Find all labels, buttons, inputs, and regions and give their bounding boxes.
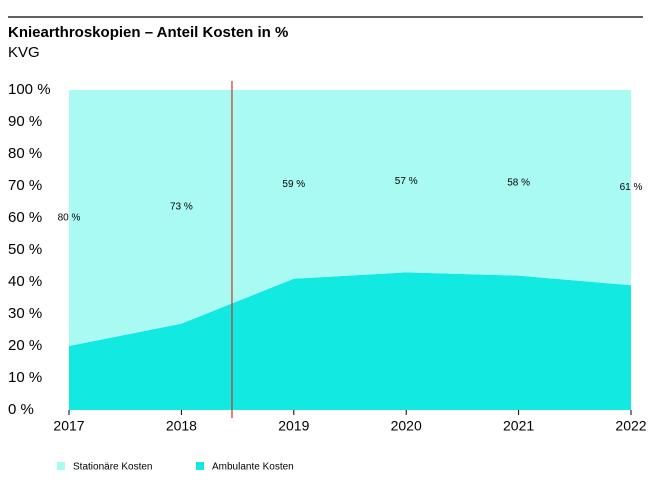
data-label: 80 % bbox=[58, 213, 81, 224]
legend-label: Ambulante Kosten bbox=[212, 462, 294, 473]
data-label: 59 % bbox=[282, 179, 305, 190]
data-label: 61 % bbox=[620, 182, 643, 193]
y-tick-label: 20 % bbox=[8, 337, 42, 354]
y-tick-label: 90 % bbox=[8, 113, 42, 130]
y-tick-label: 60 % bbox=[8, 209, 42, 226]
chart-title: Kniearthroskopien – Anteil Kosten in % bbox=[8, 24, 288, 41]
data-label: 57 % bbox=[395, 176, 418, 187]
x-tick-label: 2020 bbox=[391, 418, 422, 434]
chart-subtitle: KVG bbox=[8, 44, 40, 61]
y-tick-label: 80 % bbox=[8, 145, 42, 162]
x-tick-label: 2018 bbox=[166, 418, 197, 434]
y-tick-label: 40 % bbox=[8, 273, 42, 290]
y-tick-label: 30 % bbox=[8, 305, 42, 322]
data-label: 58 % bbox=[507, 177, 530, 188]
legend-swatch bbox=[57, 462, 65, 470]
x-tick-label: 2017 bbox=[53, 418, 84, 434]
y-tick-label: 100 % bbox=[8, 81, 51, 98]
x-tick-label: 2022 bbox=[615, 418, 646, 434]
data-label: 73 % bbox=[170, 201, 193, 212]
x-tick-label: 2019 bbox=[278, 418, 309, 434]
legend-swatch bbox=[196, 462, 204, 470]
area bbox=[69, 90, 631, 346]
area bbox=[69, 272, 631, 410]
x-tick-label: 2021 bbox=[503, 418, 534, 434]
legend-label: Stationäre Kosten bbox=[73, 462, 153, 473]
y-tick-label: 10 % bbox=[8, 369, 42, 386]
y-tick-label: 70 % bbox=[8, 177, 42, 194]
y-tick-label: 0 % bbox=[8, 401, 34, 418]
y-tick-label: 50 % bbox=[8, 241, 42, 258]
